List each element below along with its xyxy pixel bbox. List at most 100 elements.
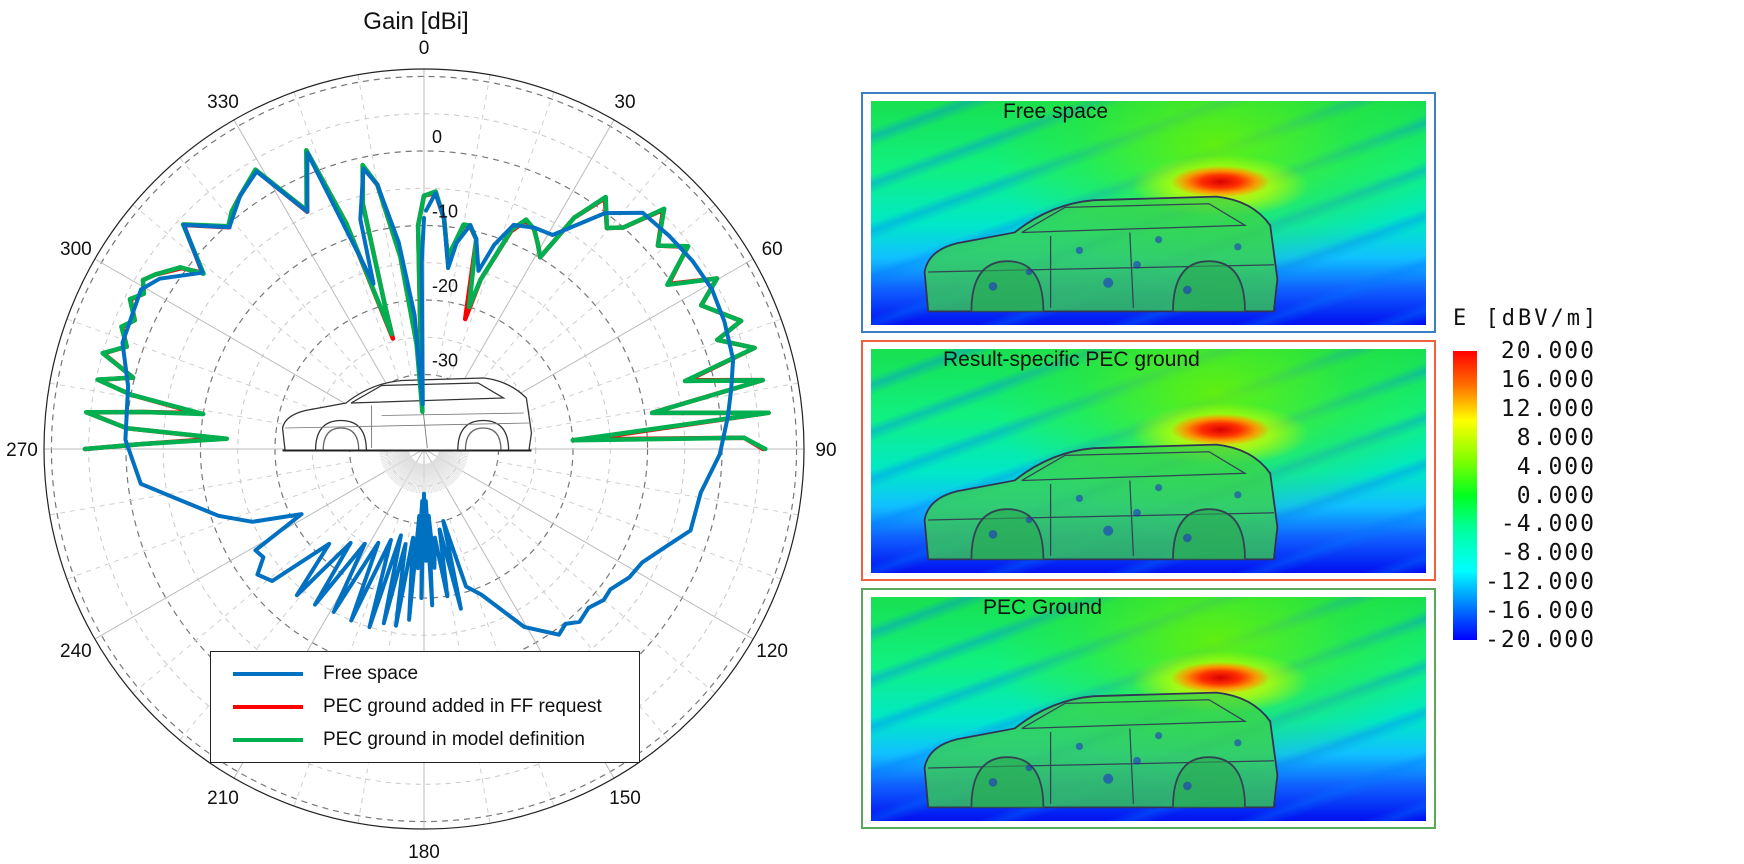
center-grid-tick [426,463,433,494]
series-layer [82,147,771,637]
legend-item-pec-ff: PEC ground added in FF request [233,692,602,722]
center-grid-tick [434,459,456,482]
angle-tick-label: 300 [60,239,92,260]
car-field-overlay [921,193,1281,315]
angular-grid-spoke [480,204,716,402]
legend-swatch [233,738,303,742]
center-grid-tick [433,460,454,484]
center-grid-tick [411,463,421,493]
center-grid-tick [434,459,457,481]
car-field-overlay [921,689,1281,811]
center-grid-tick [431,461,447,488]
center-grid-tick [437,455,465,469]
center-grid-tick [429,462,442,491]
angular-grid-spoke [497,461,799,516]
field-panel: Free space [861,92,1436,333]
center-grid-tick [422,463,424,494]
series-line-free-space [120,151,736,637]
angular-grid-spoke [132,496,368,694]
center-grid-tick [428,463,439,492]
angle-tick-label: 210 [207,788,239,809]
panel-title: Free space [1003,100,1109,123]
center-grid-tick [415,463,422,494]
colorbar-title: E [dBV/m] [1453,306,1600,331]
center-grid-tick [382,454,411,467]
center-grid-tick [428,462,440,492]
center-grid-tick [385,456,412,473]
colorbar-tick-label: -4.000 [1500,511,1596,538]
center-grid-tick [429,462,443,490]
center-grid-tick [393,459,415,483]
center-grid-tick [394,460,415,484]
polar-grid [43,68,805,830]
center-grid-tick [390,458,414,480]
angular-grid-spoke [357,74,412,376]
field-panel: PEC Ground [861,588,1436,829]
legend-label: PEC ground added in FF request [323,696,602,717]
radial-tick-label: -10 [432,201,458,221]
center-grid-tick [380,452,410,462]
center-grid-tick [379,450,410,456]
center-grid-tick [396,460,416,485]
center-grid-tick [434,458,458,480]
colorbar-tick-label: 4.000 [1516,453,1596,480]
center-grid-tick [432,460,451,486]
center-grid-tick [387,457,413,476]
angle-tick-label: 240 [60,641,92,662]
angular-grid-spoke [497,382,799,437]
center-grid-tick [417,463,423,494]
center-grid-tick [381,453,410,464]
legend-swatch [233,672,303,676]
angular-grid-spoke [471,157,669,393]
center-grid-tick [379,451,410,458]
colorbar-tick-label: 20.000 [1500,338,1596,364]
center-grid-tick [397,460,416,486]
angle-tick-label: 0 [419,38,430,59]
angular-grid-spoke [480,496,716,694]
center-grid-tick [430,461,446,489]
center-grid-tick [435,457,460,477]
car-model-outline [281,377,533,452]
panel-title: Result-specific PEC ground [943,348,1200,371]
center-grid-tick [392,459,414,482]
center-grid-tick [388,457,413,477]
panel-title: PEC Ground [983,596,1103,619]
center-grid-tick [426,463,434,493]
center-grid-tick [438,452,468,462]
angle-tick-label: 30 [614,92,635,113]
center-grid-tick [384,455,412,471]
center-grid-tick [380,451,410,459]
angle-tick-label: 330 [207,92,239,113]
center-grid-tick [435,458,459,479]
center-grid-tick [401,461,417,488]
legend-label: Free space [323,663,419,684]
legend: Free space PEC ground added in FF reques… [210,651,640,763]
field-plot-image [871,349,1426,573]
angular-grid-spoke [423,448,754,640]
center-grid-tick [380,452,410,461]
center-grid-tick [414,463,422,493]
angular-grid-spoke [66,474,355,580]
center-grid-tick [404,462,418,490]
legend-label: PEC ground in model definition [323,729,585,750]
center-grid-tick [425,463,430,494]
center-grid-tick [391,459,414,481]
center-grid-tick [432,461,450,487]
angular-grid-spoke [66,318,355,424]
center-grid-tick [383,454,411,468]
center-grid-tick [400,461,417,488]
legend-item-free-space: Free space [233,659,418,689]
axis-labels: 0 30 60 90 120 150 180 210 240 270 300 330 0 -10 -20 -3… [6,38,836,863]
colorbar-tick-label: 12.000 [1500,395,1596,422]
center-grid-tick [438,451,469,458]
field-plot-image [871,101,1426,325]
angular-grid-spoke [493,474,782,580]
center-grid-tick [438,450,469,456]
center-grid-tick [418,463,423,494]
angle-tick-label: 90 [815,440,836,461]
outer-circle [43,68,805,830]
center-grid-tick [435,457,461,476]
angle-tick-label: 180 [408,842,440,863]
center-grid-tick [436,457,462,475]
colorbar-tick-label: -20.000 [1485,627,1596,653]
